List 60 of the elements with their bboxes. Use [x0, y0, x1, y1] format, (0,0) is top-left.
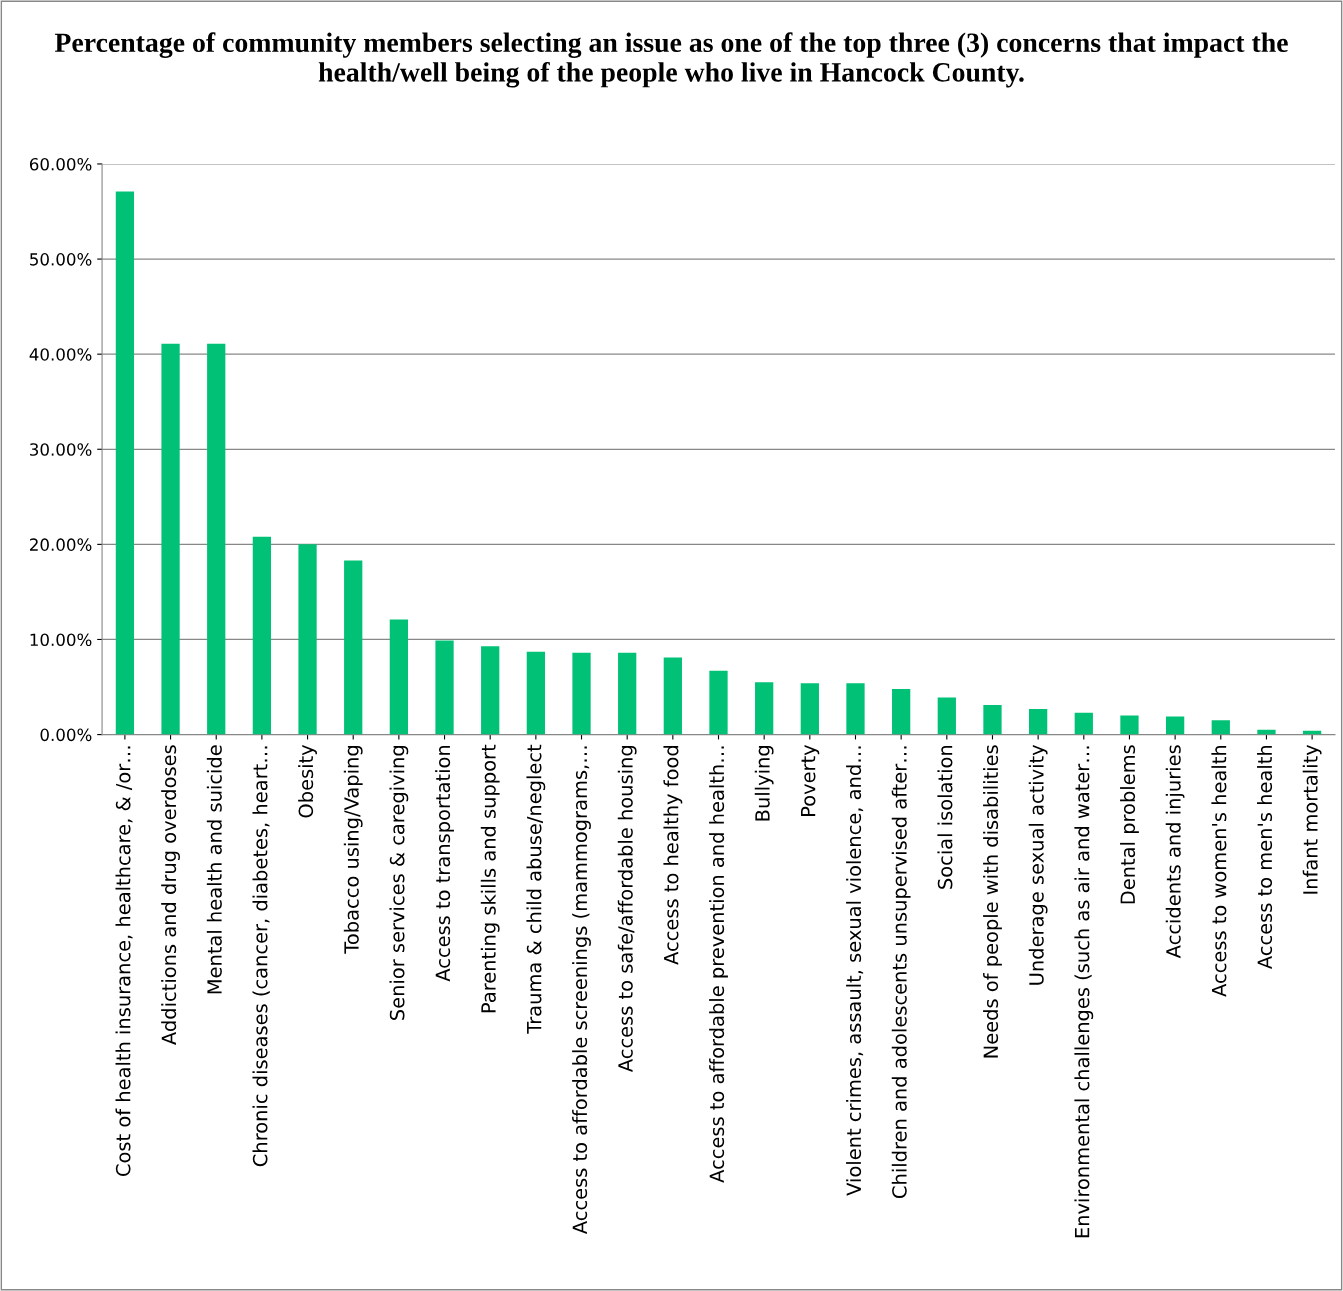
bar	[937, 697, 956, 735]
x-tick-label: Violent crimes, assault, sexual violence, and…	[846, 746, 864, 1196]
bar	[663, 657, 682, 735]
bar	[572, 652, 591, 735]
x-tick-label: Chronic diseases (cancer, diabetes, heart…	[252, 746, 270, 1167]
bar	[1074, 712, 1093, 735]
chart-title: Percentage of community members selecting an issue as one of the top three (3) concerns that impact the health/well being of the people who live in Hancock County.	[54, 32, 1288, 88]
bar	[389, 619, 408, 735]
x-tick-label: Trauma & child abuse/neglect	[526, 744, 546, 1034]
x-tick-label: Access to affordable screenings (mammograms,…	[572, 746, 591, 1235]
bar	[298, 544, 317, 735]
x-tick-label: Access to women's health	[1211, 745, 1227, 997]
x-tick-label: Infant mortality	[1302, 744, 1322, 894]
x-tick-label: Access to safe/affordable housing	[617, 746, 637, 1073]
x-tick-label: Obesity	[298, 744, 317, 818]
y-tick-label: 20.00%	[30, 538, 92, 551]
x-tick-label: Poverty	[801, 744, 820, 816]
y-tick-label: 40.00%	[29, 348, 92, 361]
y-tick-label: 0.00%	[40, 728, 92, 742]
y-tick-label: 50.00%	[30, 253, 92, 266]
x-tick-label: Needs of people with disabilities	[983, 745, 1002, 1058]
bar	[252, 536, 272, 735]
bar	[526, 651, 545, 735]
x-tick-label: Access to healthy food	[663, 746, 683, 965]
bar	[892, 688, 911, 735]
bar	[481, 646, 500, 735]
x-tick-label: Mental health and suicide	[206, 745, 222, 994]
bar	[755, 682, 774, 735]
y-tick-label: 30.00%	[30, 443, 92, 456]
x-tick-label: Cost of health insurance, healthcare, & /or…	[115, 746, 133, 1176]
bar	[618, 652, 637, 735]
y-tick-label: 10.00%	[30, 633, 92, 647]
x-tick-label: Addictions and drug overdoses	[161, 745, 180, 1045]
bar	[435, 640, 454, 735]
x-tick-label: Children and adolescents unsupervised after…	[891, 746, 911, 1198]
bar	[1029, 708, 1048, 735]
x-tick-label: Access to men's health	[1257, 745, 1273, 970]
x-tick-label: Tobacco using/Vaping	[343, 746, 363, 954]
bar	[115, 191, 135, 735]
x-tick-label: Access to affordable prevention and health…	[709, 746, 728, 1183]
x-tick-label: Access to transportation	[435, 745, 454, 982]
bar	[1165, 716, 1185, 735]
x-tick-label: Social isolation	[937, 745, 953, 889]
bar	[800, 683, 819, 735]
bar	[709, 670, 728, 735]
x-tick-label: Bullying	[754, 746, 774, 821]
bar	[846, 683, 865, 735]
bar	[1120, 715, 1139, 735]
x-tick-label: Senior services & caregiving	[389, 746, 409, 1020]
bar	[207, 343, 226, 735]
x-tick-label: Accidents and injuries	[1165, 745, 1185, 959]
bar	[344, 560, 363, 735]
bar	[161, 343, 180, 735]
bar	[1211, 720, 1230, 735]
bar	[983, 705, 1002, 735]
x-tick-label: Underage sexual activity	[1028, 744, 1048, 985]
x-tick-label: Dental problems	[1120, 745, 1139, 904]
y-tick-label: 60.00%	[29, 157, 92, 171]
x-tick-label: Parenting skills and support	[480, 744, 500, 1013]
x-tick-label: Environmental challenges (such as air and water…	[1074, 746, 1094, 1238]
